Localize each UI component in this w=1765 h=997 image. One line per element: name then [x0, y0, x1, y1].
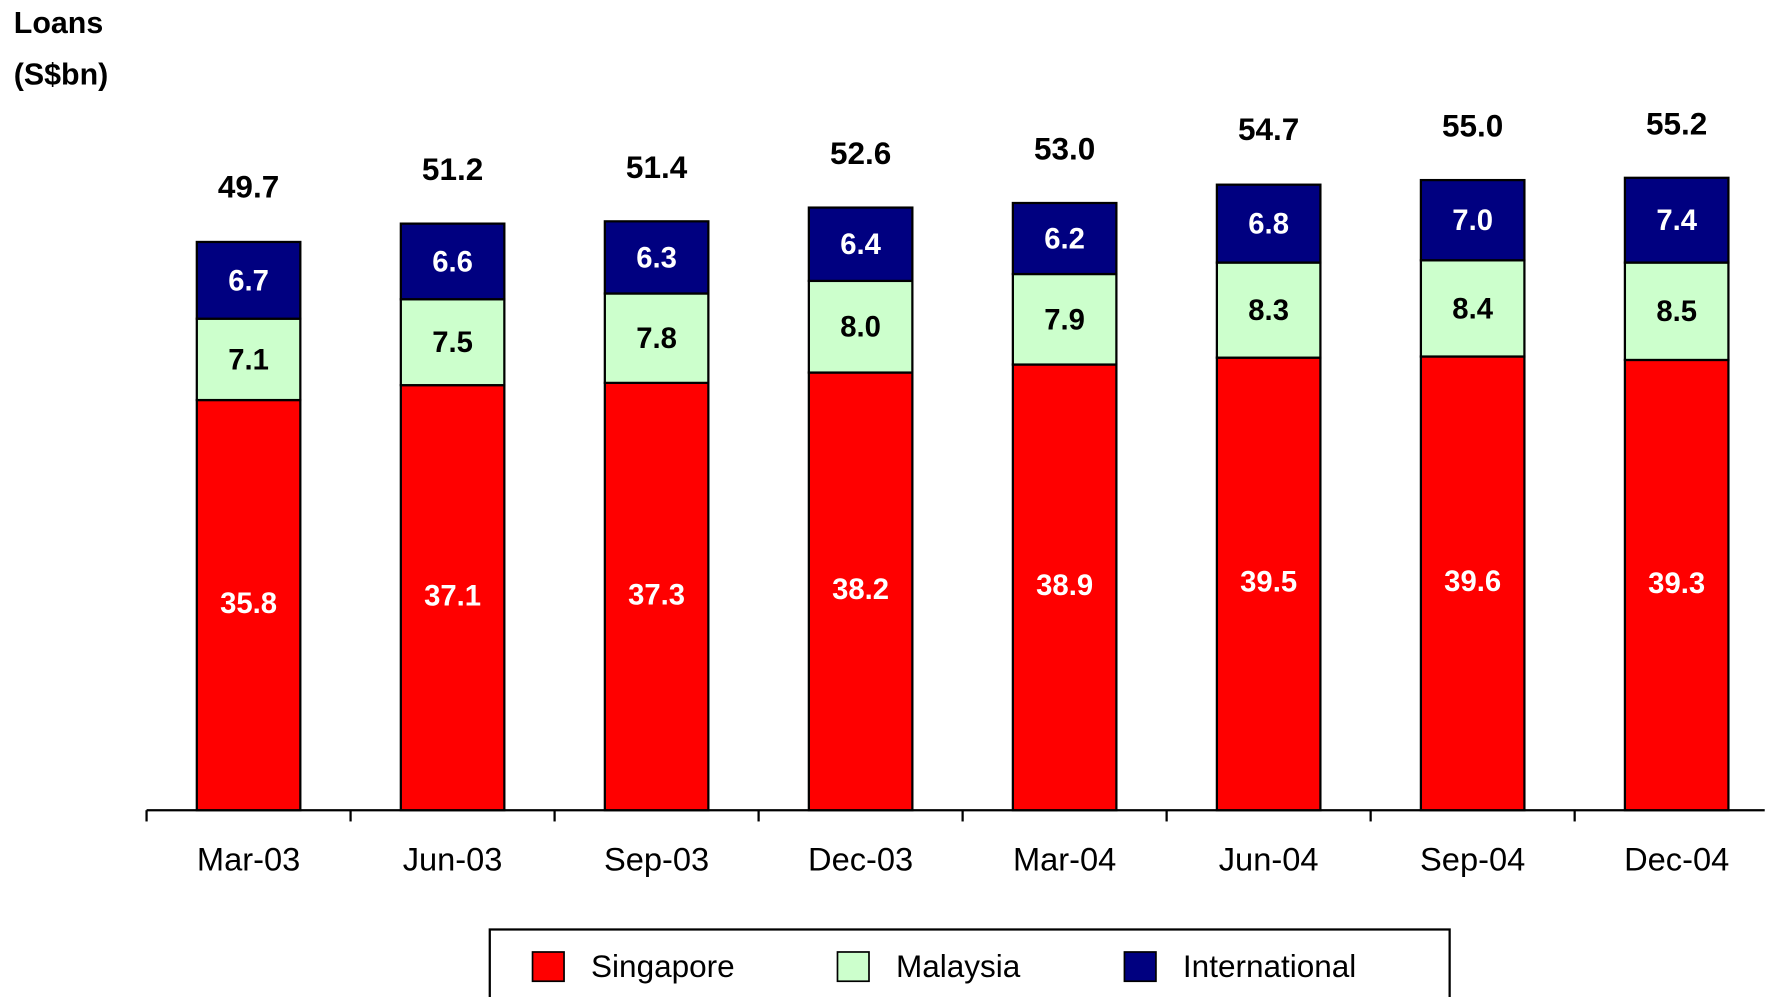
value-label: 8.3: [1248, 295, 1289, 327]
total-label: 49.7: [218, 168, 279, 204]
bar-segment: [807, 371, 914, 812]
legend-box: [488, 928, 1451, 997]
legend-label: International: [1183, 948, 1356, 984]
bar-segment: [1011, 272, 1118, 366]
value-label: 8.5: [1656, 296, 1697, 328]
value-label: 6.7: [228, 265, 269, 297]
bar-segment: [195, 317, 302, 402]
bar-segment: [1623, 358, 1730, 812]
value-label: 38.9: [1036, 570, 1093, 602]
value-label: 8.0: [840, 312, 881, 344]
value-label: 37.3: [628, 579, 685, 611]
bar-segment: [399, 222, 506, 301]
total-label: 52.6: [830, 135, 891, 171]
chart-title: Loans: [14, 6, 103, 40]
value-label: 7.4: [1656, 205, 1697, 237]
value-label: 8.4: [1452, 293, 1493, 325]
bar-segment: [1215, 183, 1322, 264]
bar-segment: [1623, 176, 1730, 264]
bar-segment: [1419, 355, 1526, 812]
x-tick-label: Dec-03: [808, 841, 913, 878]
x-tick-label: Jun-03: [403, 841, 503, 878]
value-label: 7.0: [1452, 205, 1493, 237]
bar-segment: [1419, 178, 1526, 262]
x-tick-label: Dec-04: [1624, 841, 1729, 878]
total-label: 51.4: [626, 149, 688, 185]
total-label: 51.2: [422, 151, 483, 187]
value-label: 6.6: [432, 246, 473, 278]
bar-segment: [603, 292, 710, 384]
total-label: 54.7: [1238, 111, 1299, 147]
value-label: 7.5: [432, 327, 473, 359]
x-tick-label: Sep-03: [604, 841, 709, 878]
value-label: 7.1: [228, 344, 269, 376]
value-label: 39.6: [1444, 566, 1501, 598]
bar-segment: [1623, 261, 1730, 362]
value-label: 7.9: [1044, 304, 1085, 336]
bar-segment: [1215, 356, 1322, 812]
bar-segment: [399, 384, 506, 812]
x-tick-label: Mar-03: [197, 841, 300, 878]
bar-segment: [807, 206, 914, 283]
value-label: 35.8: [220, 588, 277, 620]
value-label: 7.8: [636, 323, 677, 355]
chart-subtitle: (S$bn): [14, 58, 109, 92]
value-label: 6.3: [636, 242, 677, 274]
x-tick-label: Jun-04: [1219, 841, 1319, 878]
bar-segment: [195, 240, 302, 320]
value-label: 6.2: [1044, 223, 1085, 255]
value-label: 39.3: [1648, 568, 1705, 600]
bar-segment: [195, 398, 302, 812]
bar-segment: [1011, 201, 1118, 276]
total-label: 55.0: [1442, 108, 1503, 144]
value-label: 6.4: [840, 229, 881, 261]
legend-swatch: [1123, 951, 1157, 983]
legend-swatch: [531, 951, 565, 983]
legend-label: Malaysia: [896, 948, 1021, 984]
value-label: 37.1: [424, 580, 481, 612]
x-tick-label: Sep-04: [1420, 841, 1525, 878]
total-label: 53.0: [1034, 131, 1095, 167]
total-label: 55.2: [1646, 105, 1707, 141]
bar-segment: [1215, 261, 1322, 359]
x-tick-label: Mar-04: [1013, 841, 1116, 878]
bar-segment: [1419, 259, 1526, 358]
legend-swatch: [836, 951, 870, 983]
value-label: 38.2: [832, 574, 889, 606]
value-label: 39.5: [1240, 567, 1297, 599]
value-label: 6.8: [1248, 209, 1289, 241]
legend-label: Singapore: [591, 948, 735, 984]
bar-segment: [1011, 363, 1118, 812]
bar-segment: [603, 220, 710, 295]
